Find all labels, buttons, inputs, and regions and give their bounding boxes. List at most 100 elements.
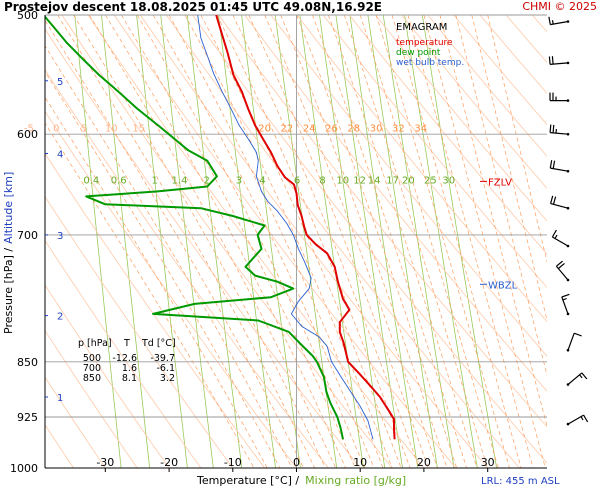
moist-adiabats bbox=[45, 15, 547, 468]
wind-barb-flag bbox=[549, 160, 553, 169]
moist-adiabat bbox=[152, 15, 375, 468]
dry-adiabat bbox=[45, 28, 361, 468]
wind-barb-flag bbox=[558, 262, 565, 269]
dry-adiabat bbox=[588, 0, 600, 468]
altitude-axis: 5 4 3 2 1 bbox=[45, 77, 63, 404]
level-label: WBZL bbox=[488, 280, 518, 291]
dry-adiabat bbox=[562, 0, 600, 468]
grid-lines bbox=[45, 14, 547, 469]
dry-adiabat bbox=[270, 15, 547, 357]
mixing-ratio-line bbox=[186, 15, 243, 468]
dry-adiabat bbox=[244, 15, 547, 392]
x-axis-title: Temperature [°C] / Mixing ratio [g/kg] bbox=[196, 474, 406, 487]
mixing-ratio-line bbox=[241, 15, 301, 468]
wind-barb-flag bbox=[551, 229, 557, 238]
legend: EMAGRAM temperature dew point wet bulb t… bbox=[396, 22, 464, 68]
mixing-ratio-line bbox=[335, 15, 403, 468]
y-axis-title-altitude: Altitude [km] bbox=[2, 172, 15, 244]
dry-adiabat bbox=[401, 15, 547, 189]
legend-item-wet-bulb: wet bulb temp. bbox=[396, 58, 464, 68]
dry-adiabat bbox=[87, 15, 425, 468]
mixing-ratio-label: 17 bbox=[386, 175, 399, 186]
moist-adiabat bbox=[105, 15, 346, 468]
pressure-tick-label: 925 bbox=[17, 411, 38, 424]
sounding-profiles bbox=[45, 15, 396, 440]
dry-adiabat-label: 5 bbox=[81, 124, 87, 135]
dry-adiabat bbox=[511, 0, 600, 468]
wind-barb bbox=[548, 56, 570, 65]
mixing-ratio-label: 10 bbox=[336, 175, 349, 186]
wind-barb-flag bbox=[552, 160, 556, 169]
wind-barb-half-flag bbox=[562, 297, 567, 301]
table-header-temperature: T bbox=[123, 338, 130, 349]
dry-adiabat bbox=[453, 15, 547, 126]
wind-column bbox=[548, 16, 589, 426]
dry-adiabat bbox=[427, 15, 547, 157]
dry-adiabat bbox=[296, 15, 547, 323]
moist-adiabat bbox=[407, 15, 534, 468]
wet-bulb-temp-line bbox=[197, 15, 374, 440]
dry-adiabat bbox=[218, 15, 547, 428]
legend-item-dew-point: dew point bbox=[396, 48, 441, 58]
mixing-ratio-label: 8 bbox=[319, 175, 325, 186]
table-cell-temperature: 1.6 bbox=[122, 363, 137, 374]
wind-barb-flag bbox=[551, 56, 554, 65]
wind-barb-flag bbox=[552, 124, 555, 133]
dry-adiabat-label: 15 bbox=[132, 124, 145, 135]
pressure-tick-label: 500 bbox=[17, 9, 38, 22]
y-axis-title-pressure: Pressure [hPa] / bbox=[2, 248, 15, 334]
wind-barb bbox=[549, 160, 570, 173]
moist-adiabat bbox=[375, 15, 510, 468]
dry-adiabat bbox=[537, 0, 600, 468]
mixing-ratio-line bbox=[299, 15, 364, 468]
wind-barb-flag bbox=[549, 124, 552, 133]
mixing-ratio-lines bbox=[74, 15, 497, 468]
moist-adiabat bbox=[391, 15, 522, 468]
wind-barb bbox=[566, 332, 582, 352]
table-cell-pressure: 700 bbox=[83, 363, 101, 374]
altitude-tick-label: 4 bbox=[57, 150, 63, 161]
moist-adiabat-label: 34 bbox=[414, 124, 427, 135]
dry-adiabat bbox=[45, 152, 265, 468]
dry-adiabat bbox=[479, 15, 547, 94]
temperature-tick-label: 20 bbox=[417, 456, 431, 469]
moist-adiabat bbox=[280, 15, 448, 468]
moist-adiabat bbox=[45, 19, 304, 468]
dry-adiabat-label: 0 bbox=[53, 124, 59, 135]
mixing-ratio-label: 0.6 bbox=[111, 175, 127, 186]
table-cell-temperature: 8.1 bbox=[122, 373, 137, 384]
moist-adiabat bbox=[471, 15, 547, 322]
wind-barb-half-flag bbox=[551, 20, 554, 25]
moist-adiabat bbox=[57, 15, 316, 468]
wind-barb-shaft bbox=[567, 332, 575, 351]
mixing-ratio-line bbox=[74, 15, 122, 468]
mixing-ratio-label: 20 bbox=[402, 175, 415, 186]
wind-barb-flag bbox=[561, 293, 570, 298]
dry-adiabat-label: 10 bbox=[105, 124, 118, 135]
table-cell-temperature: -12.6 bbox=[112, 353, 137, 364]
mixing-ratio-line bbox=[319, 15, 386, 468]
dry-adiabats bbox=[45, 0, 600, 468]
wind-barb-shaft bbox=[555, 265, 569, 281]
wind-barb-flag bbox=[552, 196, 557, 205]
x-axis-title-mixing: Mixing ratio [g/kg] bbox=[305, 474, 406, 487]
moist-adiabat bbox=[455, 15, 547, 377]
wind-barb-flag bbox=[548, 16, 551, 25]
table-cell-pressure: 850 bbox=[83, 373, 101, 384]
dry-adiabat bbox=[45, 376, 106, 468]
moist-adiabat-label: 30 bbox=[370, 124, 383, 135]
legend-item-temperature: temperature bbox=[396, 38, 453, 48]
temperature-tick-label: -20 bbox=[160, 456, 178, 469]
mixing-ratio-line bbox=[382, 15, 455, 468]
mixing-ratio-label: 4 bbox=[259, 175, 265, 186]
moist-adiabat-label: 22 bbox=[281, 124, 294, 135]
wind-barb bbox=[566, 414, 589, 426]
wind-barb bbox=[548, 16, 570, 26]
special-levels: FZLV WBZL bbox=[480, 177, 518, 291]
pressure-tick-label: 850 bbox=[17, 356, 38, 369]
moist-adiabat-label: 24 bbox=[303, 124, 316, 135]
copyright-link[interactable]: CHMI © 2025 bbox=[522, 0, 597, 13]
moist-adiabat bbox=[45, 122, 255, 468]
